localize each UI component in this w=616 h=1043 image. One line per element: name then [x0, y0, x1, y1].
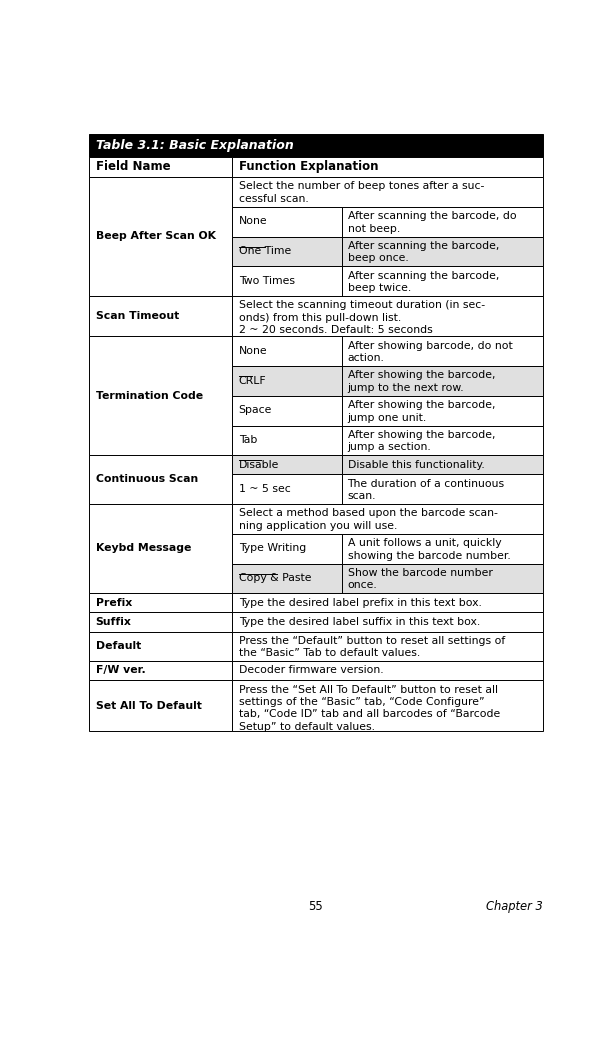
Text: Disable: Disable: [238, 460, 279, 469]
Bar: [232, 266, 342, 296]
Text: Table 3.1: Basic Explanation: Table 3.1: Basic Explanation: [95, 139, 293, 152]
Bar: [232, 366, 342, 396]
Bar: [232, 296, 543, 337]
Bar: [89, 661, 232, 680]
Bar: [89, 156, 232, 177]
Text: Set All To Default: Set All To Default: [95, 701, 201, 710]
Bar: [232, 456, 342, 475]
Text: Two Times: Two Times: [238, 276, 294, 286]
Text: Default: Default: [95, 641, 141, 651]
Bar: [89, 135, 543, 156]
Bar: [89, 504, 232, 593]
Text: Decoder firmware version.: Decoder firmware version.: [238, 665, 383, 676]
Bar: [232, 337, 342, 366]
Bar: [342, 266, 543, 296]
Text: Show the barcode number
once.: Show the barcode number once.: [347, 567, 492, 590]
Bar: [232, 612, 543, 631]
Bar: [342, 207, 543, 237]
Bar: [232, 563, 342, 593]
Text: Press the “Set All To Default” button to reset all
settings of the “Basic” tab, : Press the “Set All To Default” button to…: [238, 684, 500, 732]
Bar: [232, 156, 543, 177]
Text: One Time: One Time: [238, 246, 291, 257]
Text: After scanning the barcode,
beep once.: After scanning the barcode, beep once.: [347, 241, 499, 263]
Text: Type the desired label prefix in this text box.: Type the desired label prefix in this te…: [238, 598, 482, 608]
Text: Select the scanning timeout duration (in sec-
onds) from this pull-down list.
2 : Select the scanning timeout duration (in…: [238, 300, 485, 335]
Text: Disable this functionality.: Disable this functionality.: [347, 460, 484, 469]
Bar: [89, 296, 232, 337]
Bar: [232, 396, 342, 426]
Text: Prefix: Prefix: [95, 598, 132, 608]
Text: Function Explanation: Function Explanation: [238, 161, 378, 173]
Text: Space: Space: [238, 406, 272, 415]
Bar: [89, 177, 232, 296]
Bar: [342, 237, 543, 266]
Text: Scan Timeout: Scan Timeout: [95, 311, 179, 321]
Text: The duration of a continuous
scan.: The duration of a continuous scan.: [347, 479, 505, 501]
Text: After showing barcode, do not
action.: After showing barcode, do not action.: [347, 341, 513, 363]
Bar: [89, 456, 232, 504]
Text: 1 ~ 5 sec: 1 ~ 5 sec: [238, 484, 290, 494]
Bar: [342, 337, 543, 366]
Text: A unit follows a unit, quickly
showing the barcode number.: A unit follows a unit, quickly showing t…: [347, 538, 510, 560]
Bar: [232, 426, 342, 456]
Bar: [232, 593, 543, 612]
Text: After showing the barcode,
jump a section.: After showing the barcode, jump a sectio…: [347, 430, 495, 453]
Bar: [342, 456, 543, 475]
Text: After showing the barcode,
jump one unit.: After showing the barcode, jump one unit…: [347, 401, 495, 422]
Text: Tab: Tab: [238, 435, 257, 445]
Bar: [89, 680, 232, 731]
Text: Continuous Scan: Continuous Scan: [95, 475, 198, 484]
Text: After showing the barcode,
jump to the next row.: After showing the barcode, jump to the n…: [347, 370, 495, 393]
Bar: [232, 177, 543, 207]
Text: F/W ver.: F/W ver.: [95, 665, 145, 676]
Bar: [342, 426, 543, 456]
Text: Type the desired label suffix in this text box.: Type the desired label suffix in this te…: [238, 616, 480, 627]
Bar: [342, 563, 543, 593]
Text: Select the number of beep tones after a suc-
cessful scan.: Select the number of beep tones after a …: [238, 181, 484, 203]
Text: None: None: [238, 217, 267, 226]
Text: Press the “Default” button to reset all settings of
the “Basic” Tab to default v: Press the “Default” button to reset all …: [238, 636, 505, 658]
Text: Field Name: Field Name: [95, 161, 170, 173]
Text: Keybd Message: Keybd Message: [95, 543, 191, 554]
Text: Type Writing: Type Writing: [238, 543, 306, 554]
Text: Copy & Paste: Copy & Paste: [238, 574, 311, 583]
Bar: [89, 631, 232, 661]
Bar: [342, 534, 543, 563]
Text: After scanning the barcode, do
not beep.: After scanning the barcode, do not beep.: [347, 211, 516, 234]
Text: Select a method based upon the barcode scan-
ning application you will use.: Select a method based upon the barcode s…: [238, 508, 498, 531]
Bar: [342, 366, 543, 396]
Text: 55: 55: [309, 900, 323, 914]
Text: Suffix: Suffix: [95, 616, 131, 627]
Bar: [232, 475, 342, 504]
Bar: [232, 237, 342, 266]
Text: Beep After Scan OK: Beep After Scan OK: [95, 232, 216, 241]
Bar: [89, 612, 232, 631]
Bar: [232, 631, 543, 661]
Bar: [232, 207, 342, 237]
Bar: [89, 337, 232, 456]
Bar: [232, 534, 342, 563]
Bar: [232, 661, 543, 680]
Text: Chapter 3: Chapter 3: [486, 900, 543, 914]
Bar: [342, 475, 543, 504]
Text: CRLF: CRLF: [238, 375, 266, 386]
Bar: [232, 504, 543, 534]
Text: After scanning the barcode,
beep twice.: After scanning the barcode, beep twice.: [347, 270, 499, 293]
Text: Termination Code: Termination Code: [95, 390, 203, 401]
Bar: [89, 593, 232, 612]
Bar: [232, 680, 543, 731]
Text: None: None: [238, 346, 267, 356]
Bar: [342, 396, 543, 426]
